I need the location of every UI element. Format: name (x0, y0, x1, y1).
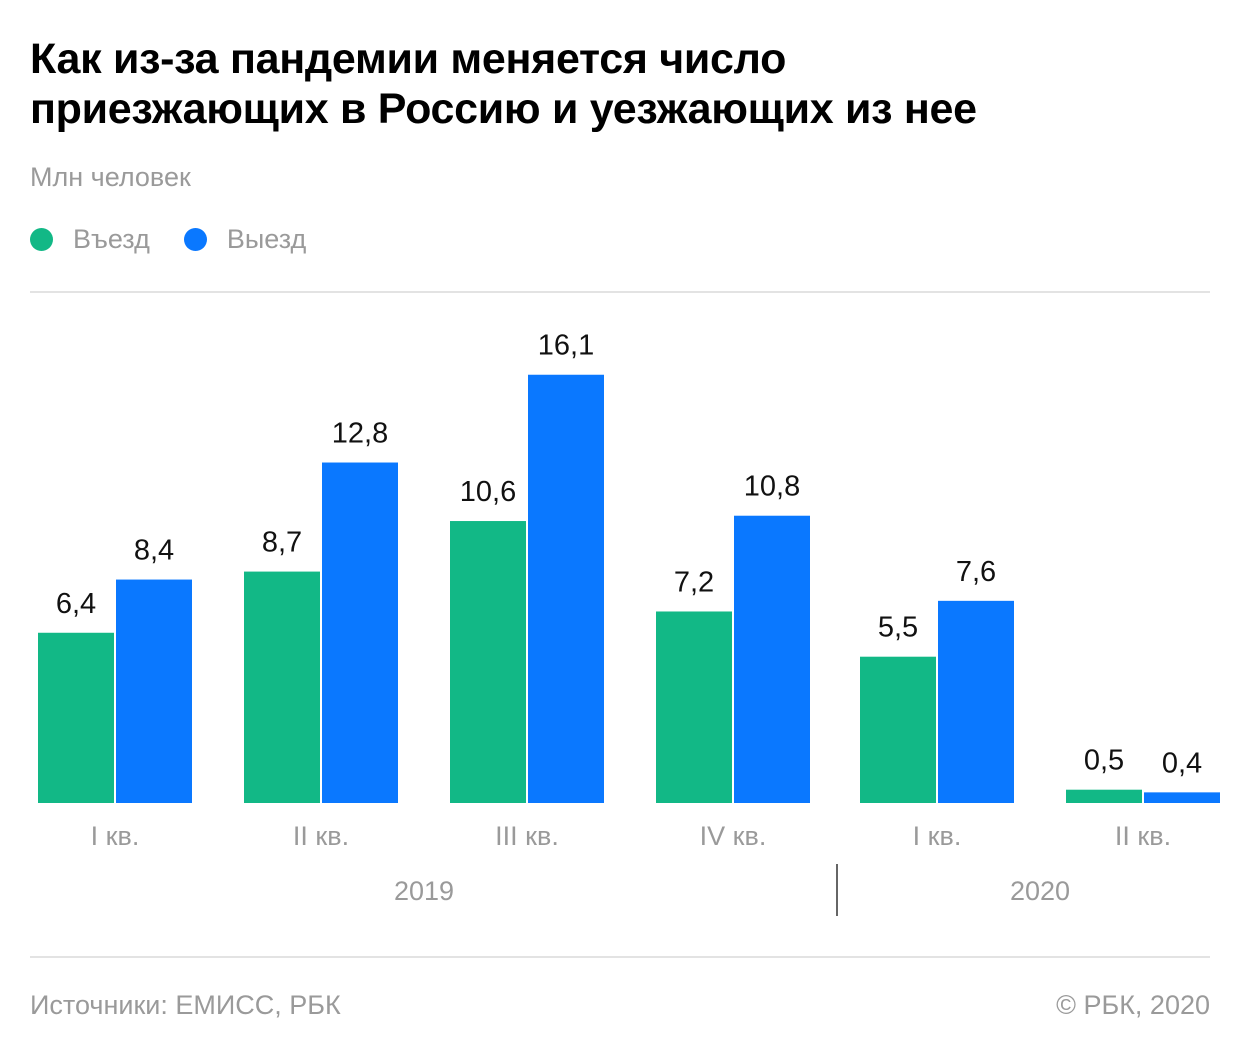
x-tick-label-2: III кв. (495, 821, 559, 851)
x-tick-label-4: I кв. (913, 821, 962, 851)
year-label-2020: 2020 (1010, 876, 1070, 906)
value-label-entry-4: 5,5 (878, 612, 918, 644)
value-label-entry-3: 7,2 (674, 566, 714, 598)
bar-exit-2 (528, 374, 604, 803)
value-label-entry-0: 6,4 (56, 588, 96, 620)
chart-title: Как из-за пандемии меняется число приезж… (30, 34, 1210, 134)
bar-entry-5 (1066, 789, 1142, 803)
legend-item-entry: Въезд (30, 224, 150, 255)
year-label-2019: 2019 (394, 876, 454, 906)
legend-item-exit: Выезд (183, 224, 307, 255)
bar-exit-5 (1144, 792, 1220, 803)
bar-exit-0 (116, 579, 192, 803)
chart-legend: Въезд Выезд (30, 224, 340, 255)
bar-entry-4 (860, 656, 936, 803)
value-label-exit-2: 16,1 (538, 330, 594, 362)
footer-copyright: © РБК, 2020 (1056, 990, 1210, 1020)
bar-entry-2 (450, 521, 526, 803)
value-label-exit-1: 12,8 (332, 418, 388, 450)
legend-label-entry: Въезд (73, 224, 150, 254)
chart-title-line-2: приезжающих в Россию и уезжающих из нее (30, 85, 977, 133)
value-label-entry-5: 0,5 (1084, 745, 1124, 777)
footer-sources: Источники: ЕМИСС, РБК (30, 990, 341, 1020)
legend-label-exit: Выезд (226, 224, 307, 254)
value-label-exit-0: 8,4 (134, 535, 174, 567)
x-tick-label-1: II кв. (293, 821, 349, 851)
value-label-exit-4: 7,6 (956, 556, 996, 588)
value-label-exit-3: 10,8 (744, 471, 800, 503)
bar-entry-0 (38, 632, 114, 803)
bar-entry-1 (244, 571, 320, 803)
legend-dot-entry (30, 228, 53, 251)
bar-exit-3 (734, 515, 810, 803)
x-tick-label-3: IV кв. (700, 821, 767, 851)
legend-dot-exit (183, 228, 207, 251)
top-divider (30, 291, 1210, 293)
value-label-exit-5: 0,4 (1162, 747, 1202, 779)
chart-title-line-1: Как из-за пандемии меняется число (30, 35, 787, 83)
value-label-entry-1: 8,7 (262, 527, 302, 559)
bar-chart: 6,4 8,4 I кв. 8,7 12,8 II кв. 10,6 16,1 III кв. 7… (38, 330, 1220, 916)
chart-subtitle: Млн человек (30, 162, 191, 192)
value-label-entry-2: 10,6 (460, 476, 516, 508)
x-tick-label-5: II кв. (1115, 821, 1171, 851)
bar-exit-4 (938, 600, 1014, 803)
bar-entry-3 (656, 611, 732, 803)
bottom-divider (30, 956, 1210, 958)
x-tick-label-0: I кв. (91, 821, 140, 851)
bar-exit-1 (322, 462, 398, 803)
